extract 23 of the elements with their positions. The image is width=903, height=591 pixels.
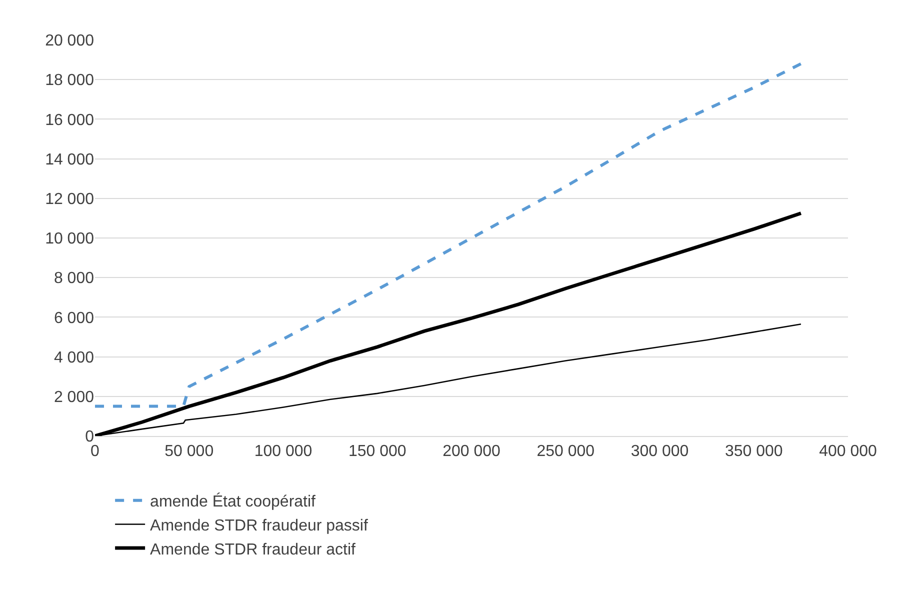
- x-tick-label: 100 000: [254, 443, 312, 460]
- x-tick-label: 350 000: [724, 443, 783, 460]
- y-tick-label: 2 000: [54, 389, 94, 406]
- y-tick-label: 14 000: [45, 151, 94, 168]
- legend-label: amende État coopératif: [150, 492, 316, 511]
- x-tick-label: 400 000: [819, 443, 878, 460]
- y-tick-label: 10 000: [45, 230, 94, 248]
- x-tick-label: 300 000: [630, 443, 689, 460]
- y-tick-label: 16 000: [45, 112, 94, 129]
- y-tick-label: 8 000: [54, 270, 94, 288]
- y-tick-label: 0: [85, 428, 94, 446]
- y-tick-label: 18 000: [45, 72, 94, 90]
- x-tick-label: 200 000: [442, 443, 501, 460]
- y-tick-label: 4 000: [54, 349, 94, 366]
- x-tick-label: 150 000: [348, 443, 406, 460]
- y-tick-label: 12 000: [45, 191, 94, 208]
- x-tick-label: 250 000: [536, 443, 595, 460]
- legend-label: Amende STDR fraudeur passif: [150, 517, 368, 534]
- y-tick-label: 6 000: [54, 310, 94, 327]
- line-series: [95, 62, 802, 408]
- legend-label: Amende STDR fraudeur actif: [150, 541, 356, 558]
- x-tick-label: 50 000: [164, 443, 214, 460]
- y-tick-label: 20 000: [45, 32, 94, 50]
